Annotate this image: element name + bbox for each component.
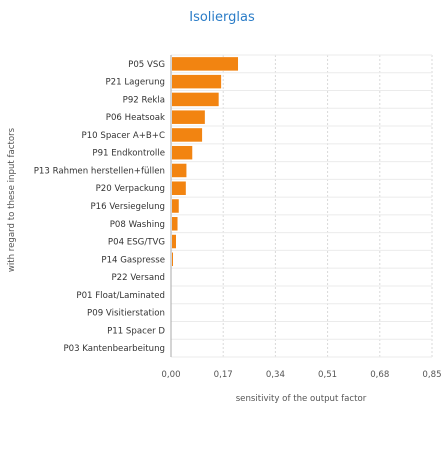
x-tick-label: 0,51: [318, 370, 337, 380]
category-label: P04 ESG/TVG: [108, 238, 165, 248]
category-label: P14 Gaspresse: [101, 255, 165, 265]
x-tick-label: 0,17: [214, 370, 233, 380]
bar: [172, 234, 176, 249]
category-label: P11 Spacer D: [107, 326, 165, 336]
x-tick-label: 0,68: [370, 370, 389, 380]
gridlines: [171, 54, 433, 358]
category-label: P09 Visitierstation: [87, 309, 165, 319]
bar: [172, 92, 219, 107]
category-label: P05 VSG: [128, 60, 165, 70]
category-label: P10 Spacer A+B+C: [82, 131, 165, 141]
bar: [172, 110, 205, 124]
bar: [172, 145, 193, 160]
y-axis-label: with regard to these input factors: [7, 127, 17, 272]
bar: [172, 128, 203, 142]
x-tick-label: 0,34: [266, 370, 285, 380]
x-axis-label: sensitivity of the output factor: [236, 394, 367, 404]
category-label: P03 Kantenbearbeitung: [63, 344, 165, 354]
chart-title: Isolierglas: [189, 10, 255, 25]
bar: [172, 74, 222, 89]
category-label: P08 Washing: [110, 220, 165, 230]
bars: [172, 57, 239, 267]
category-labels: P05 VSG P21 Lagerung P92 Rekla P06 Heatsoak…: [34, 60, 166, 354]
x-tick-labels: 0,00 0,17 0,34 0,51 0,68 0,85: [161, 370, 441, 380]
category-label: P16 Versiegelung: [90, 202, 165, 212]
category-label: P01 Float/Laminated: [76, 291, 165, 301]
bar: [172, 57, 239, 71]
x-tick-label: 0,00: [161, 370, 180, 380]
x-tick-label: 0,85: [422, 370, 441, 380]
category-label: P13 Rahmen herstellen+füllen: [34, 166, 165, 176]
category-label: P92 Rekla: [123, 95, 165, 105]
bar: [172, 199, 179, 213]
bar: [172, 181, 186, 195]
bar: [172, 252, 173, 267]
category-label: P91 Endkontrolle: [92, 149, 165, 159]
bar: [172, 217, 178, 231]
category-label: P22 Versand: [111, 273, 165, 283]
category-label: P21 Lagerung: [105, 78, 165, 88]
category-label: P20 Verpackung: [96, 184, 165, 194]
bar: [172, 163, 187, 178]
category-label: P06 Heatsoak: [106, 113, 165, 123]
